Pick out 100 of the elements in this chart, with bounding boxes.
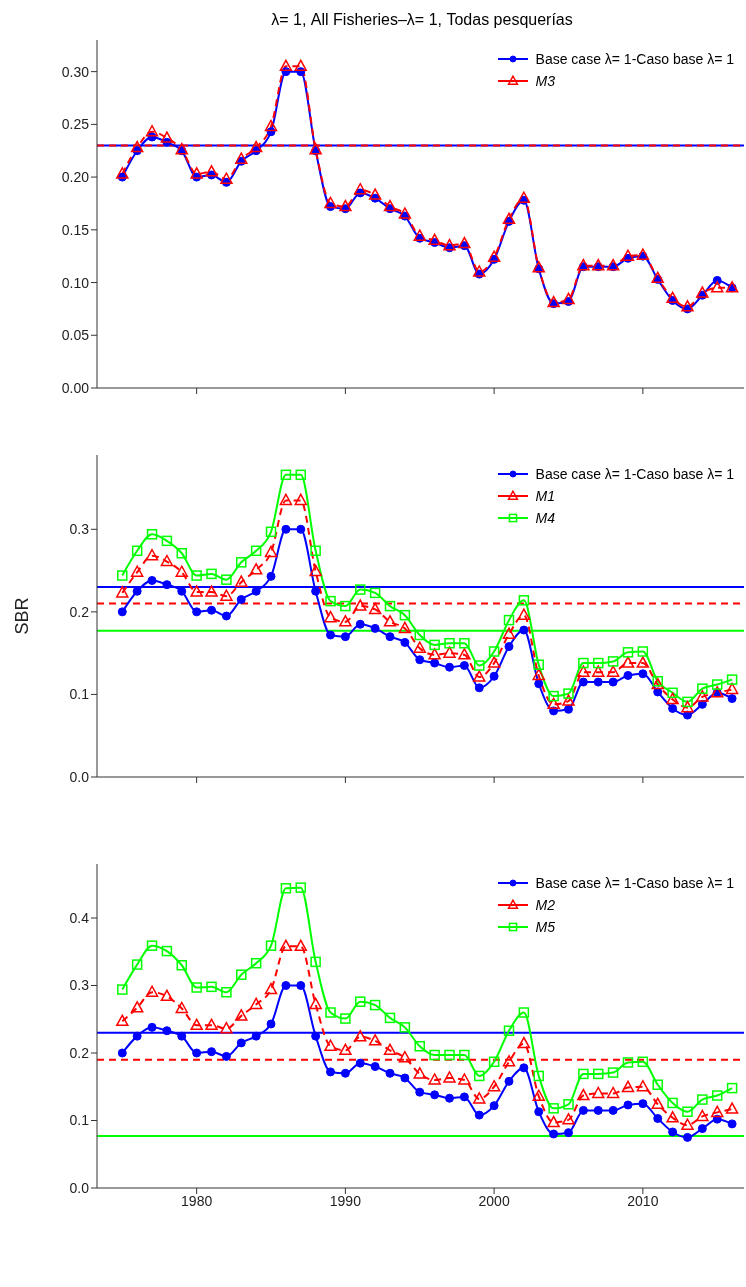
point (280, 469, 292, 481)
point (666, 692, 679, 705)
y-tick-label: 0.20 (61, 169, 90, 186)
point (117, 607, 127, 617)
point (474, 1110, 484, 1120)
point (725, 682, 739, 695)
point (370, 1062, 380, 1071)
point (623, 670, 633, 680)
point (221, 611, 231, 621)
y-tick-label: 0.2 (69, 603, 90, 620)
point (637, 646, 649, 657)
x-tick-label: 2010 (627, 1192, 659, 1209)
point (235, 152, 248, 164)
point (309, 997, 322, 1010)
y-tick-label: 0.1 (69, 1112, 90, 1129)
point (696, 286, 709, 298)
point (340, 600, 351, 612)
point (459, 1049, 470, 1061)
point (266, 571, 276, 581)
point (117, 1048, 127, 1058)
point (577, 258, 590, 271)
point (279, 939, 293, 952)
point (488, 1056, 500, 1068)
point (147, 576, 157, 585)
point (399, 1022, 411, 1033)
point (682, 710, 692, 720)
legend-label: M4 (535, 509, 555, 528)
point (622, 647, 634, 658)
point (131, 959, 143, 970)
point (726, 1082, 738, 1094)
point (324, 196, 337, 209)
point (532, 668, 545, 681)
legend-label: M5 (535, 918, 555, 937)
point (311, 1031, 321, 1041)
point (697, 683, 708, 694)
point (578, 1068, 589, 1080)
y-tick-label: 0.05 (61, 327, 90, 344)
legend-label: Base case λ= 1-Caso base λ= 1 (535, 50, 734, 69)
point (608, 677, 618, 687)
point (502, 627, 516, 639)
point (400, 637, 410, 647)
point (578, 677, 588, 687)
point (681, 300, 694, 312)
point (458, 648, 471, 660)
y-tick-label: 0.00 (61, 379, 90, 396)
point (667, 687, 678, 699)
point (145, 125, 159, 137)
point (160, 131, 174, 143)
point (623, 1100, 633, 1110)
point (473, 670, 486, 682)
point (266, 1019, 276, 1029)
point (205, 165, 218, 177)
point (311, 586, 321, 596)
y-tick-label: 0.30 (61, 63, 90, 80)
point (206, 568, 217, 580)
point (415, 1087, 425, 1097)
point (488, 646, 500, 657)
point (710, 281, 724, 293)
point (116, 1014, 129, 1027)
point (621, 249, 635, 261)
point (191, 982, 202, 993)
point (190, 167, 203, 179)
point (547, 697, 560, 710)
point (459, 661, 469, 671)
point (413, 1067, 427, 1079)
point (355, 1058, 365, 1068)
point (160, 554, 174, 567)
point (563, 688, 574, 699)
point (354, 183, 367, 195)
point (324, 1039, 337, 1051)
point (294, 493, 308, 506)
point (296, 981, 306, 990)
x-tick-label: 1980 (181, 1192, 213, 1209)
point (563, 704, 573, 714)
point (370, 623, 380, 633)
point (429, 1049, 440, 1061)
point (250, 545, 262, 557)
point (383, 1043, 397, 1056)
point (326, 1067, 336, 1077)
point (413, 229, 427, 241)
point (592, 657, 604, 669)
point (429, 639, 440, 651)
point (369, 587, 381, 599)
point (235, 1009, 248, 1021)
point (340, 1013, 351, 1024)
point (355, 996, 366, 1007)
point (636, 1080, 650, 1092)
point (547, 295, 560, 308)
point (533, 1070, 544, 1082)
point (192, 1048, 202, 1058)
point (518, 1007, 530, 1018)
point (249, 140, 263, 153)
point (177, 1031, 187, 1041)
point (161, 945, 173, 957)
point (591, 665, 605, 677)
point (414, 1041, 426, 1052)
point (176, 960, 188, 971)
point (548, 690, 559, 702)
point (249, 563, 263, 575)
point (502, 1055, 516, 1067)
